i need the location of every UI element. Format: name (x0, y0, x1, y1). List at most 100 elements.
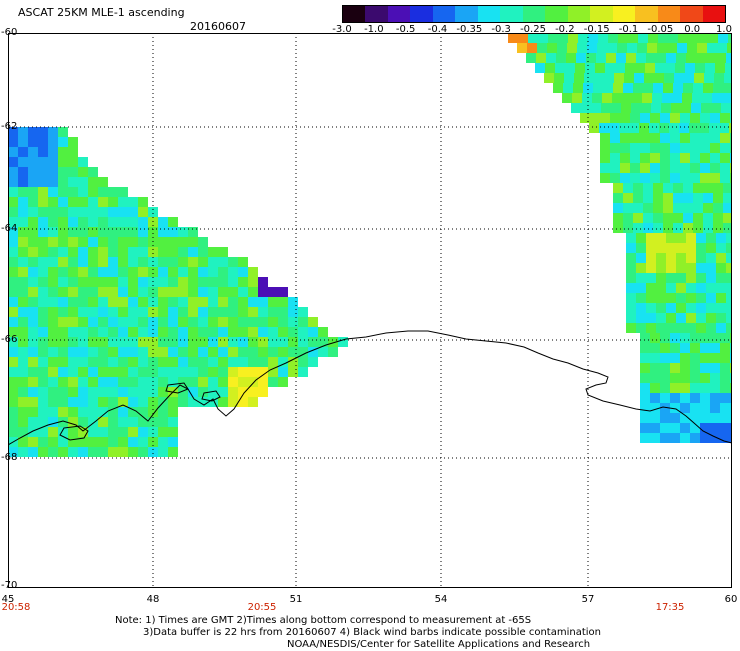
swath-cell (640, 113, 650, 123)
swath-cell (645, 63, 655, 73)
swath-cell (720, 143, 730, 153)
swath-cell (68, 167, 78, 177)
swath-cell (138, 257, 148, 267)
swath-cell (298, 357, 308, 367)
swath-cell (78, 287, 88, 297)
swath-cell (710, 353, 720, 363)
swath-cell (585, 63, 595, 73)
swath-cell (28, 327, 38, 337)
swath-cell (716, 53, 726, 63)
swath-cell (726, 243, 732, 253)
swath-cell (188, 327, 198, 337)
swath-cell (48, 197, 58, 207)
swath-cell (681, 103, 691, 113)
swath-cell (653, 213, 663, 223)
swath-cell (587, 43, 597, 53)
swath-cell (668, 33, 678, 43)
swath-cell (78, 337, 88, 347)
swath-cell (705, 63, 715, 73)
swath-cell (686, 313, 696, 323)
swath-cell (48, 417, 58, 427)
swath-cell (8, 417, 18, 427)
swath-cell (666, 283, 676, 293)
swath-cell (208, 317, 218, 327)
swath-cell (218, 317, 228, 327)
swath-cell (646, 283, 656, 293)
swath-cell (680, 163, 690, 173)
swath-cell (18, 357, 28, 367)
swath-cell (630, 133, 640, 143)
swath-cell (188, 387, 198, 397)
swath-cell (28, 397, 38, 407)
swath-cell (188, 337, 198, 347)
swath-cell (218, 367, 228, 377)
swath-cell (118, 437, 128, 447)
swath-cell (640, 163, 650, 173)
swath-cell (713, 223, 723, 233)
swath-cell (696, 263, 706, 273)
swath-cell (48, 127, 58, 137)
swath-cell (687, 43, 697, 53)
swath-cell (38, 227, 48, 237)
swath-cell (636, 283, 646, 293)
swath-cell (686, 263, 696, 273)
swath-cell (218, 347, 228, 357)
swath-cell (58, 327, 68, 337)
swath-cell (538, 33, 548, 43)
swath-cell (118, 307, 128, 317)
swath-cell (68, 437, 78, 447)
swath-cell (138, 357, 148, 367)
swath-cell (18, 417, 28, 427)
swath-cell (18, 227, 28, 237)
swath-cell (680, 413, 690, 423)
swath-cell (38, 317, 48, 327)
time-label-1: 20:58 (1, 602, 31, 613)
swath-cell (308, 337, 318, 347)
swath-cell (8, 327, 18, 337)
swath-cell (666, 53, 676, 63)
swath-cell (168, 427, 178, 437)
swath-cell (258, 387, 268, 397)
swath-cell (128, 197, 138, 207)
swath-cell (690, 163, 700, 173)
colorbar-swatch (387, 6, 411, 22)
colorbar-swatch (635, 6, 658, 22)
swath-cell (118, 327, 128, 337)
swath-cell (228, 347, 238, 357)
swath-cell (138, 337, 148, 347)
swath-cell (108, 447, 118, 457)
swath-cell (690, 343, 700, 353)
swath-cell (8, 317, 18, 327)
swath-cell (643, 213, 653, 223)
swath-cell (653, 193, 663, 203)
swath-cell (18, 387, 28, 397)
swath-cell (58, 427, 68, 437)
swath-cell (664, 73, 674, 83)
swath-cell (8, 447, 18, 457)
swath-cell (698, 33, 708, 43)
swath-cell (690, 113, 700, 123)
swath-cell (218, 297, 228, 307)
swath-cell (28, 387, 38, 397)
swath-cell (670, 343, 680, 353)
swath-cell (58, 237, 68, 247)
swath-cell (610, 113, 620, 123)
swath-cell (28, 187, 38, 197)
swath-cell (88, 347, 98, 357)
y-label-60: -60 (1, 27, 18, 38)
swath-cell (656, 283, 666, 293)
swath-cell (198, 357, 208, 367)
swath-cell (710, 423, 720, 433)
swath-cell (168, 287, 178, 297)
swath-cell (198, 367, 208, 377)
swath-cell (546, 53, 556, 63)
swath-cell (613, 203, 623, 213)
swath-cell (158, 407, 168, 417)
swath-cell (575, 63, 585, 73)
swath-cell (720, 373, 730, 383)
swath-cell (28, 237, 38, 247)
swath-cell (626, 243, 636, 253)
swath-cell (228, 397, 238, 407)
swath-cell (650, 163, 660, 173)
colorbar-label: 0.0 (684, 24, 701, 35)
